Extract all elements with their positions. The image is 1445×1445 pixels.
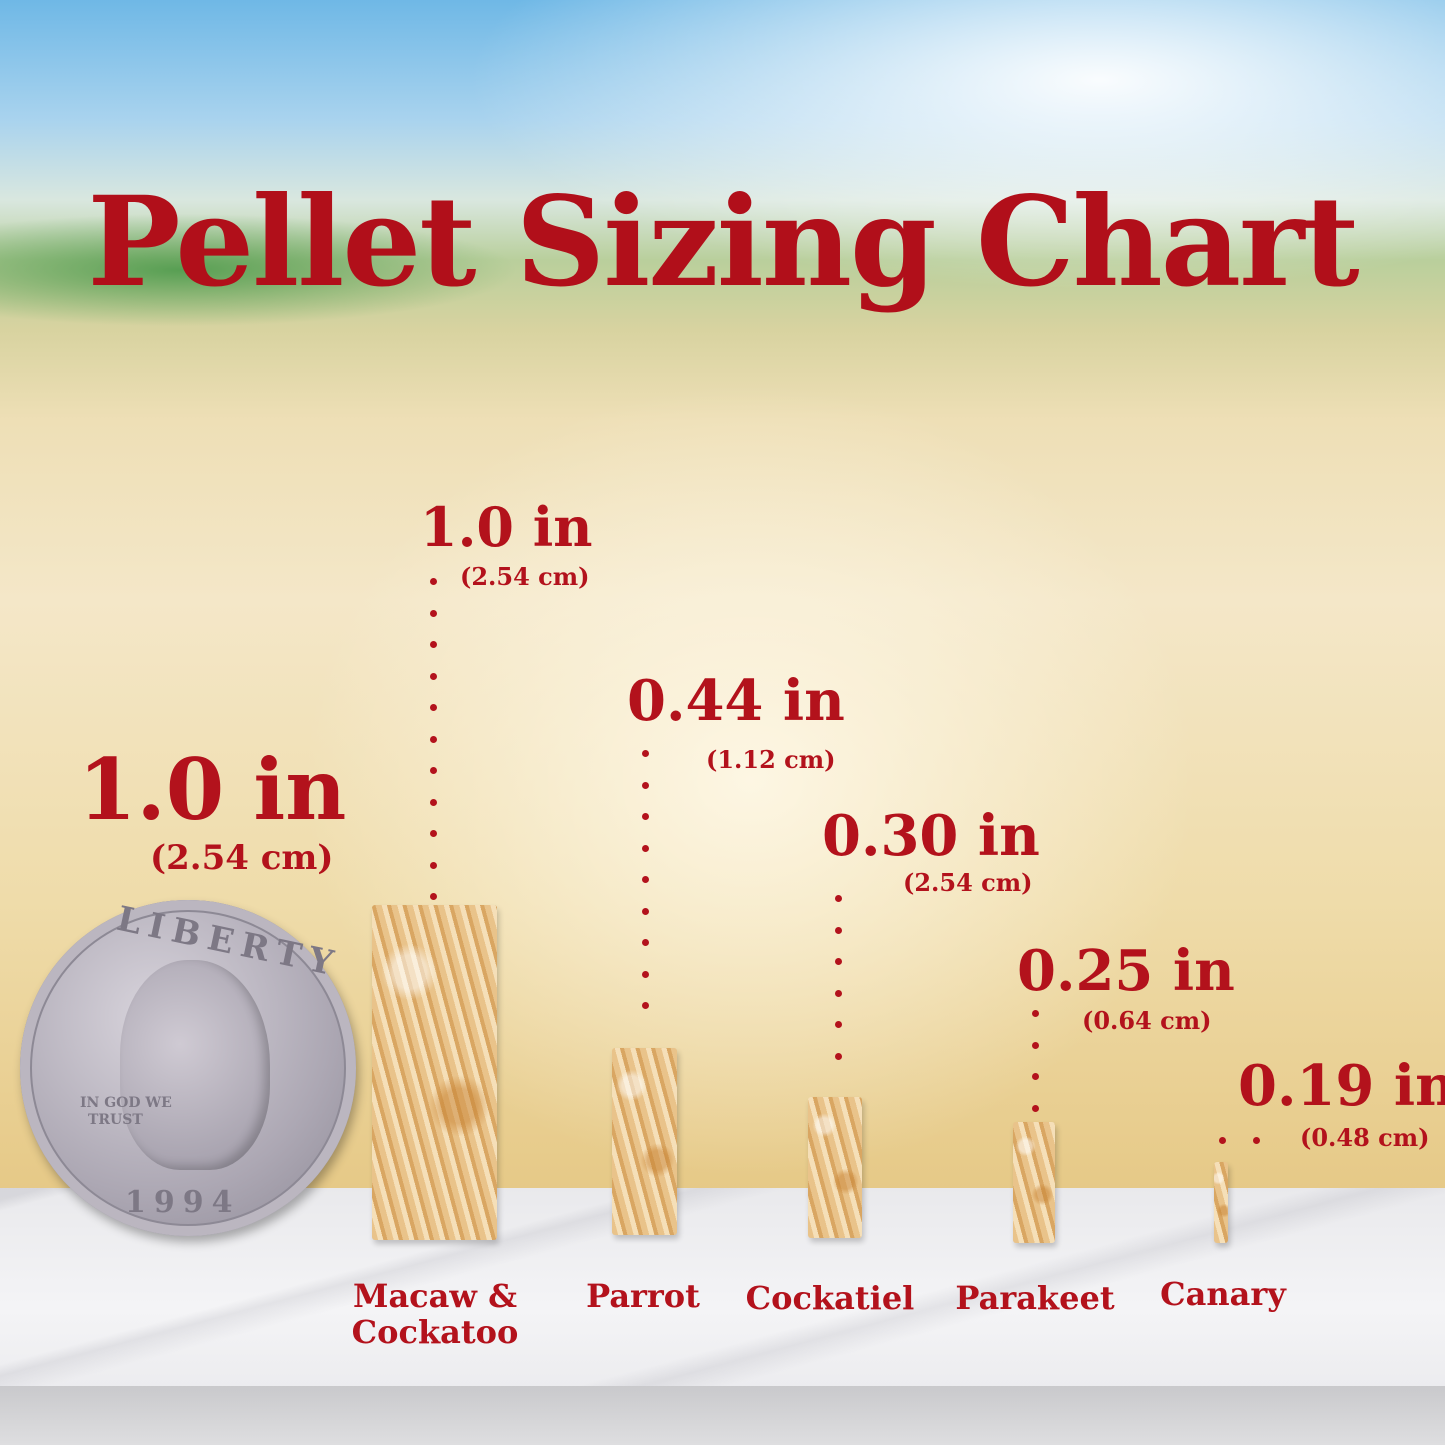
guide-dot (430, 610, 437, 617)
parakeet-size-cm: (0.64 cm) (1082, 1006, 1212, 1035)
guide-dot (430, 893, 437, 900)
coin-motto-2: TRUST (88, 1112, 143, 1128)
guide-dot (835, 1021, 842, 1028)
parrot-pellet (612, 1048, 677, 1235)
parrot-size-inches: 0.44 in (627, 668, 845, 734)
macaw-size-cm: (2.54 cm) (460, 562, 590, 591)
coin-year: 1994 (125, 1185, 241, 1220)
guide-dot (430, 767, 437, 774)
cockatiel-pellet (808, 1097, 862, 1238)
page-title: Pellet Sizing Chart (87, 170, 1359, 315)
parrot-size-cm: (1.12 cm) (706, 745, 836, 774)
guide-dot (835, 895, 842, 902)
guide-dot (642, 971, 649, 978)
macaw-pellet (372, 905, 497, 1240)
cockatiel-size-cm: (2.54 cm) (903, 868, 1033, 897)
guide-dot (1253, 1137, 1260, 1144)
coin-motto-1: IN GOD WE (80, 1095, 172, 1111)
guide-dot (430, 736, 437, 743)
guide-dot (1219, 1137, 1226, 1144)
guide-dot (642, 1002, 649, 1009)
cockatiel-size-inches: 0.30 in (822, 803, 1040, 869)
canary-size-cm: (0.48 cm) (1300, 1123, 1430, 1152)
guide-dot (642, 876, 649, 883)
canary-label: Canary (1160, 1275, 1286, 1313)
guide-dot (1032, 1105, 1039, 1112)
parakeet-size-inches: 0.25 in (1017, 938, 1235, 1004)
guide-dot (642, 908, 649, 915)
cockatiel-label: Cockatiel (745, 1279, 915, 1317)
macaw-label: Macaw & Cockatoo (340, 1278, 530, 1350)
guide-dot (430, 673, 437, 680)
macaw-size-inches: 1.0 in (420, 495, 593, 559)
quarter-coin: LIBERTY IN GOD WE TRUST 1994 (20, 899, 356, 1236)
parakeet-label: Parakeet (955, 1279, 1115, 1317)
guide-dot (835, 990, 842, 997)
guide-dot (430, 862, 437, 869)
marble-edge (0, 1386, 1445, 1445)
parrot-label: Parrot (586, 1277, 700, 1315)
guide-dot (835, 958, 842, 965)
guide-dot (1032, 1042, 1039, 1049)
coin-size-inches: 1.0 in (78, 740, 347, 839)
guide-dot (642, 750, 649, 757)
background-greenery (0, 200, 700, 340)
guide-dot (430, 830, 437, 837)
guide-dot (430, 641, 437, 648)
guide-dot (430, 704, 437, 711)
guide-dot (430, 578, 437, 585)
guide-dot (1032, 1073, 1039, 1080)
guide-dot (642, 813, 649, 820)
guide-dot (1032, 1010, 1039, 1017)
macaw-label-line2: Cockatoo (351, 1313, 519, 1351)
guide-dot (835, 927, 842, 934)
guide-dot (835, 1053, 842, 1060)
macaw-label-line1: Macaw & (353, 1277, 517, 1315)
guide-dot (642, 782, 649, 789)
guide-dot (642, 939, 649, 946)
parakeet-pellet (1013, 1122, 1055, 1243)
guide-dot (430, 799, 437, 806)
canary-pellet (1214, 1162, 1228, 1243)
coin-portrait (120, 960, 270, 1170)
coin-size-cm: (2.54 cm) (150, 838, 334, 878)
guide-dot (642, 845, 649, 852)
canary-size-inches: 0.19 in (1238, 1053, 1445, 1119)
